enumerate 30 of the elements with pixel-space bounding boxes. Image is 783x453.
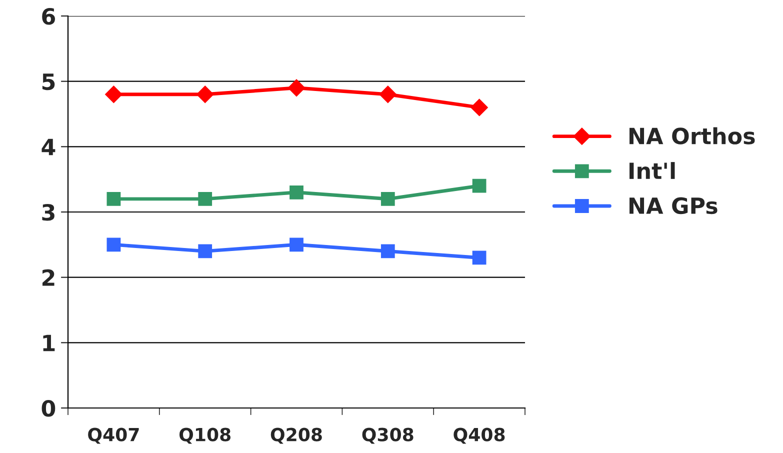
legend-label: Int'l	[630, 162, 675, 179]
x-tick-label: Q308	[362, 428, 414, 444]
y-tick-label: 2	[42, 269, 54, 286]
point	[470, 98, 488, 116]
point	[106, 238, 121, 252]
y-tick-label: 6	[42, 8, 55, 25]
x-tick-label: Q208	[270, 428, 322, 444]
point	[196, 86, 214, 103]
point	[288, 79, 306, 96]
point	[105, 86, 122, 103]
y-tick-label: 4	[42, 138, 56, 156]
point	[198, 192, 212, 206]
legend-label: NA GPs	[630, 197, 718, 214]
y-tick-label: 0	[42, 400, 56, 417]
legend-label: NA Orthos	[630, 127, 755, 144]
y-tick-label: 5	[42, 74, 55, 90]
y-tick-label: 3	[42, 204, 54, 221]
y-tick-label: 1	[43, 334, 55, 352]
x-tick-label: Q108	[179, 428, 230, 444]
x-tick-label: Q408	[454, 428, 505, 444]
point	[290, 238, 304, 252]
point	[198, 244, 212, 258]
point	[380, 192, 395, 206]
point	[106, 192, 121, 206]
point	[380, 244, 395, 258]
x-tick-label: Q407	[88, 428, 139, 444]
point	[379, 86, 396, 103]
point	[290, 185, 304, 200]
point	[472, 250, 486, 265]
point	[472, 178, 486, 193]
